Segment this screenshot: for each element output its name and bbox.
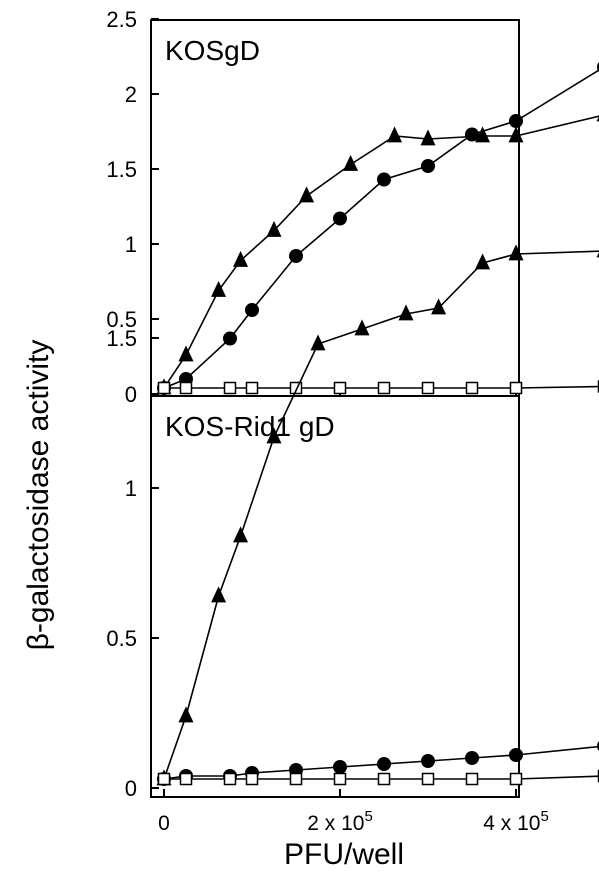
data-point-square [159,383,170,394]
data-point-triangle [179,706,194,722]
data-point-circle [223,332,237,346]
data-point-square [159,774,170,785]
series-line-triangle [164,115,599,388]
y-tick-label: 1.5 [106,157,137,182]
data-point-square [511,774,522,785]
panel-frame [151,396,519,797]
data-point-triangle [179,345,194,361]
y-tick-label: 0 [125,776,137,801]
x-tick-label: 2 x 105 [307,808,373,835]
data-point-square [225,383,236,394]
data-point-circle [333,760,347,774]
x-axis-label: PFU/well [284,838,404,871]
data-point-square [181,774,192,785]
data-point-square [291,774,302,785]
data-point-triangle [211,586,226,602]
data-point-square [511,383,522,394]
data-point-triangle [299,186,314,202]
x-tick-label: 4 x 105 [483,808,549,835]
data-point-square [335,774,346,785]
y-axis-label: β-galactosidase activity [22,340,55,651]
data-point-triangle [387,126,402,142]
data-point-square [247,774,258,785]
data-point-circle [509,114,523,128]
data-point-square [423,774,434,785]
data-point-circle [509,748,523,762]
panel-title: KOSgD [165,35,260,66]
y-tick-label: 0.5 [106,626,137,651]
y-tick-label: 1 [125,232,137,257]
data-point-circle [465,751,479,765]
y-tick-label: 1 [125,476,137,501]
data-point-triangle [431,298,446,314]
data-point-square [379,774,390,785]
data-point-square [423,383,434,394]
data-point-triangle [233,251,248,267]
data-point-circle [333,212,347,226]
x-tick-label: 0 [158,812,170,835]
data-point-triangle [233,526,248,542]
data-point-circle [421,754,435,768]
data-point-triangle [343,155,358,171]
data-point-triangle [421,129,436,145]
y-tick-label: 1.5 [106,326,137,351]
panel-frame [151,20,519,396]
data-point-square [225,774,236,785]
data-point-circle [289,249,303,263]
data-point-square [467,774,478,785]
series-line-triangle [164,251,599,779]
data-point-circle [245,303,259,317]
data-point-square [335,383,346,394]
y-tick-label: 2.5 [106,7,137,32]
data-point-triangle [267,221,282,237]
data-point-square [247,383,258,394]
data-point-square [379,383,390,394]
data-point-square [181,383,192,394]
data-point-circle [377,173,391,187]
data-point-square [467,383,478,394]
data-point-circle [377,757,391,771]
data-point-circle [421,159,435,173]
panel-title: KOS-Rid1 gD [165,411,335,442]
data-point-triangle [509,244,524,260]
y-tick-label: 0 [125,382,137,407]
y-tick-label: 2 [125,82,137,107]
